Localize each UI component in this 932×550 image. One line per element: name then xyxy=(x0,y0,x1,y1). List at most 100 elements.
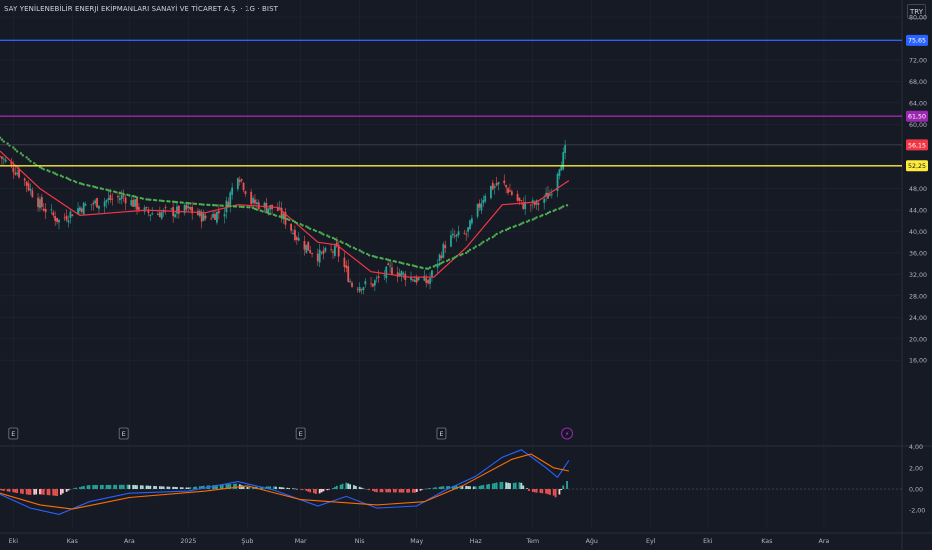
ema-slow-point xyxy=(200,203,203,206)
candle-body xyxy=(217,210,220,214)
ema-slow-point xyxy=(95,186,99,189)
macd-line xyxy=(0,449,570,515)
ema-slow-point xyxy=(59,174,63,177)
candle-body xyxy=(250,191,253,205)
candle-body xyxy=(63,217,66,219)
histogram-bar xyxy=(168,486,171,489)
ema-slow-point xyxy=(293,220,297,224)
ema-slow-point xyxy=(421,266,424,270)
histogram-bar xyxy=(48,489,51,496)
ema-slow-point xyxy=(466,250,470,253)
ema-slow-point xyxy=(69,178,72,182)
ema-slow-point xyxy=(280,216,283,219)
candle-body xyxy=(451,233,454,236)
ema-slow-point xyxy=(459,254,462,257)
candle-body xyxy=(307,241,310,251)
histogram-bar xyxy=(531,489,534,492)
histogram-bar xyxy=(434,487,437,489)
ema-slow-point xyxy=(194,202,198,206)
ema-slow-point xyxy=(375,256,378,259)
ema-slow-point xyxy=(291,219,295,222)
candle-body xyxy=(309,250,312,253)
earnings-marker-box xyxy=(8,427,19,440)
histogram-bar xyxy=(385,489,388,493)
histogram-bar xyxy=(82,485,85,489)
histogram-bar xyxy=(387,489,390,493)
ema-slow-point xyxy=(474,245,477,248)
ema-slow-point xyxy=(495,232,498,236)
candle-body xyxy=(177,205,180,214)
histogram-bar xyxy=(541,489,544,494)
candle-body xyxy=(360,289,363,291)
histogram-bar xyxy=(345,482,348,489)
ema-slow-point xyxy=(560,206,563,209)
histogram-bar xyxy=(486,484,489,489)
ema-slow-point xyxy=(67,177,70,181)
histogram-bar xyxy=(421,489,424,490)
ema-slow-point xyxy=(78,182,82,185)
candle-body xyxy=(122,195,125,197)
candle-body xyxy=(27,183,30,191)
candle-body xyxy=(96,198,98,208)
histogram-bar xyxy=(189,487,192,489)
candle-body xyxy=(52,212,55,216)
histogram-bar xyxy=(118,484,121,489)
candle-body xyxy=(252,197,254,204)
histogram-bar xyxy=(419,489,422,491)
histogram-bar xyxy=(522,485,525,489)
price-tag xyxy=(906,110,928,122)
candle-body xyxy=(103,201,106,207)
ema-slow-point xyxy=(232,205,236,208)
histogram-bar xyxy=(16,489,19,494)
candle-body xyxy=(333,245,336,256)
ema-slow-point xyxy=(105,188,108,191)
histogram-bar xyxy=(520,482,523,489)
candle-body xyxy=(337,245,340,257)
ema-slow-point xyxy=(225,204,228,208)
histogram-bar xyxy=(278,486,281,489)
macd-panel xyxy=(0,449,570,515)
candle-body xyxy=(524,201,527,210)
histogram-bar xyxy=(280,487,283,489)
histogram-bar xyxy=(120,484,123,489)
histogram-bar xyxy=(372,489,374,491)
histogram-bar xyxy=(362,488,365,490)
candle-body xyxy=(387,263,390,266)
candle-body xyxy=(516,193,519,201)
event-marker-label: E xyxy=(122,430,126,438)
histogram-bar xyxy=(227,484,230,489)
candle-body xyxy=(373,280,376,286)
candle-body xyxy=(480,203,483,211)
histogram-bar xyxy=(219,484,222,489)
histogram-bar xyxy=(501,481,504,489)
histogram-bar xyxy=(12,489,15,493)
candle-body xyxy=(242,182,245,191)
histogram-bar xyxy=(349,484,352,489)
histogram-bar xyxy=(307,489,310,492)
histogram-bar xyxy=(505,482,508,489)
candle-body xyxy=(138,207,140,210)
candle-body xyxy=(158,212,161,218)
price-axis-label: 80,00 xyxy=(909,15,927,22)
ema-slow-point xyxy=(61,175,64,179)
histogram-bar xyxy=(412,489,414,493)
ema-slow-point xyxy=(339,240,342,243)
candle-body xyxy=(347,266,350,282)
histogram-bar xyxy=(61,489,64,494)
candle-body xyxy=(522,202,525,209)
histogram-bar xyxy=(25,489,28,495)
time-axis-label: Tem xyxy=(525,538,539,545)
macd-axis-label: -2,00 xyxy=(909,508,925,515)
ema-slow-point xyxy=(65,176,68,180)
histogram-bar xyxy=(259,486,262,489)
time-axis-label: Ağu xyxy=(586,537,598,545)
histogram-bar xyxy=(547,489,549,495)
histogram-bar xyxy=(113,484,116,489)
ema-slow-point xyxy=(360,250,363,253)
ema-slow-point xyxy=(451,257,455,260)
currency-button[interactable]: TRY xyxy=(907,4,926,19)
candle-body xyxy=(385,266,388,279)
candle-body xyxy=(560,166,563,171)
histogram-bar xyxy=(193,486,195,489)
